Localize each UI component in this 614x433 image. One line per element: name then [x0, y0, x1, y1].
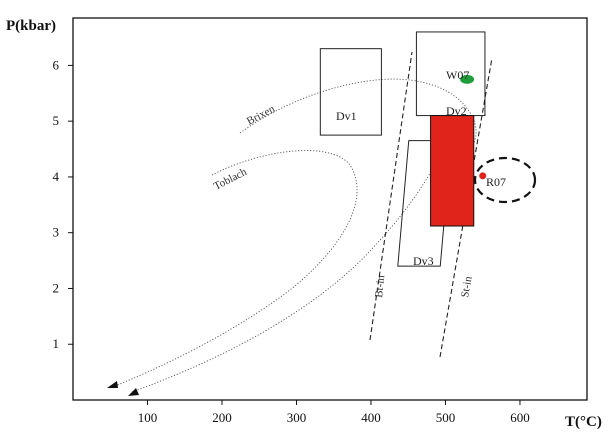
- w07-point: [460, 74, 475, 84]
- bt-in-line: [369, 51, 413, 341]
- x-tick-label: 200: [212, 410, 232, 425]
- dv3-label: Dv3: [413, 254, 434, 268]
- y-axis-title: P(kbar): [6, 18, 56, 34]
- y-tick-label: 3: [53, 225, 60, 240]
- bt-in-label: Bt-in: [373, 274, 387, 298]
- dv1-field: [319, 48, 382, 136]
- x-ticks: 100 200 300 400 500 600: [138, 400, 530, 425]
- x-tick-label: 500: [436, 410, 456, 425]
- x-tick-label: 300: [287, 410, 307, 425]
- y-tick-label: 4: [53, 169, 60, 184]
- y-tick-label: 5: [53, 113, 60, 128]
- x-axis-title: T(°C): [565, 414, 602, 430]
- x-tick-label: 400: [361, 410, 381, 425]
- x-tick-label: 600: [510, 410, 530, 425]
- arrow-head-1: [107, 381, 118, 388]
- r07-label: R07: [486, 175, 506, 189]
- y-tick-label: 6: [53, 57, 60, 72]
- st-in-line: [439, 57, 493, 358]
- r07-highlight-ellipse: [473, 156, 537, 204]
- lower-arrow-curve: [131, 149, 444, 393]
- y-tick-label: 1: [53, 336, 60, 351]
- dv2-label: Dv2: [446, 104, 467, 118]
- x-tick-label: 100: [138, 410, 158, 425]
- r07-point: [479, 172, 487, 180]
- red-field: [430, 115, 475, 227]
- y-tick-label: 2: [53, 280, 60, 295]
- dv1-label: Dv1: [336, 109, 357, 123]
- arrow-head-2: [128, 388, 139, 396]
- toblach-label: Toblach: [212, 166, 249, 193]
- toblach-curve: [109, 150, 358, 389]
- y-ticks: 1 2 3 4 5 6: [53, 57, 73, 351]
- brixen-label: Brixen: [245, 103, 278, 128]
- plot-frame: [72, 17, 588, 401]
- w07-label: W07: [446, 68, 469, 82]
- st-in-label: St-in: [459, 275, 475, 299]
- brixen-curve: [239, 78, 477, 161]
